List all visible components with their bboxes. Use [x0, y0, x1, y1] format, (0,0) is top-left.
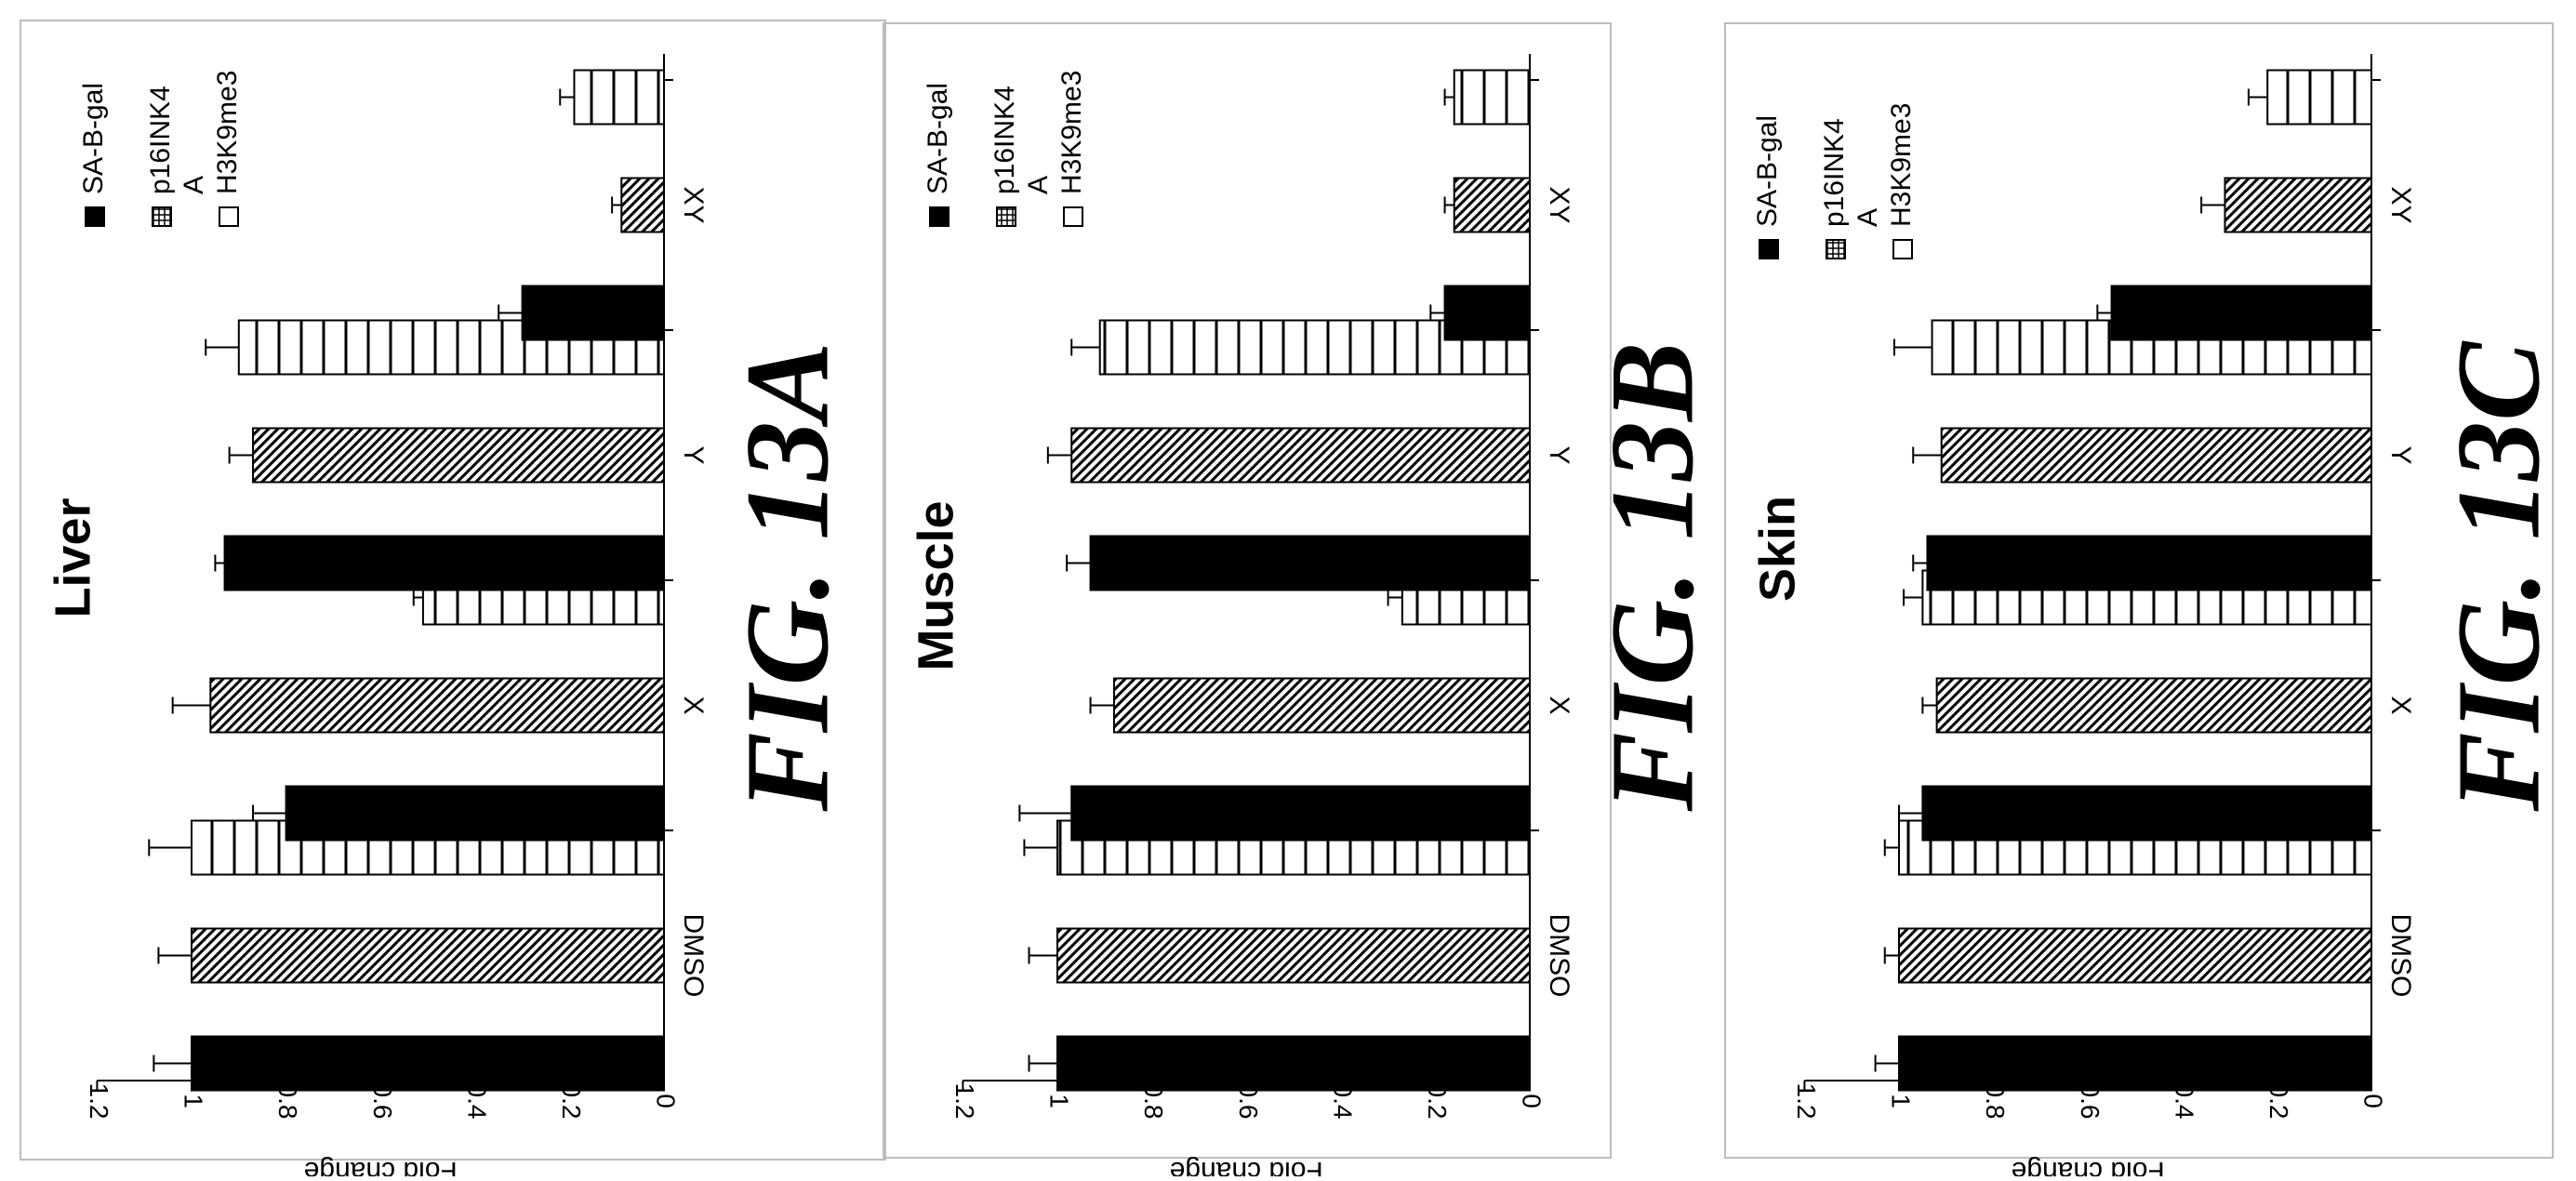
value-tick-label: 1.2: [1792, 1083, 1821, 1120]
value-tick-label: 1: [1887, 1094, 1916, 1108]
category-label: DMSO: [678, 914, 709, 998]
category-label: Y: [678, 445, 709, 464]
bar-sa-b-gal: [521, 285, 665, 341]
legend-label-continuation: A: [179, 176, 209, 194]
bar-h3k9me3: [2266, 69, 2372, 126]
bar-sa-b-gal: [1070, 785, 1531, 842]
y-axis-label: Fold change: [2012, 1156, 2165, 1176]
bar-p16ink4a: [2224, 177, 2373, 233]
bar-p16ink4a: [1898, 927, 2372, 984]
legend-label-continuation: A: [1852, 208, 1883, 227]
legend-swatch: [1826, 239, 1846, 259]
figure-label: FIG. 13C: [2432, 340, 2564, 813]
bar-p16ink4a: [1453, 177, 1531, 233]
bar-sa-b-gal: [1056, 1035, 1531, 1092]
category-label: XY: [1544, 186, 1574, 223]
bar-p16ink4a: [1940, 427, 2372, 484]
panel-title: Muscle: [908, 500, 963, 670]
legend-label-continuation: A: [1023, 176, 1054, 194]
bar-h3k9me3: [573, 69, 665, 126]
value-tick-label: 1: [1045, 1094, 1074, 1108]
legend-swatch: [1892, 239, 1913, 259]
legend-label: H3K9me3: [1886, 103, 1917, 227]
legend-swatch: [996, 206, 1016, 227]
legend-label: p16INK4: [145, 86, 176, 194]
bar-sa-b-gal: [285, 785, 665, 842]
legend-label: SA-B-gal: [923, 83, 953, 194]
bar-sa-b-gal: [1443, 285, 1532, 341]
category-label: X: [1544, 696, 1574, 714]
bar-h3k9me3: [1453, 69, 1531, 126]
bar-sa-b-gal: [1921, 785, 2372, 842]
value-tick-label: 1: [179, 1094, 208, 1108]
bar-p16ink4a: [620, 177, 666, 233]
figure-label: FIG. 13A: [721, 342, 853, 813]
legend-label: H3K9me3: [212, 71, 243, 194]
legend-label: SA-B-gal: [1752, 115, 1783, 227]
bar-sa-b-gal: [223, 535, 665, 591]
y-axis-label: Fold change: [1170, 1156, 1323, 1176]
bar-p16ink4a: [1070, 427, 1531, 484]
value-tick-label: 1.2: [85, 1083, 113, 1120]
category-label: XY: [678, 186, 709, 223]
legend-label: p16INK4: [989, 86, 1020, 194]
figure-label: FIG. 13B: [1586, 342, 1718, 813]
legend-label: p16INK4: [1819, 118, 1850, 227]
bar-p16ink4a: [209, 677, 665, 734]
panel-border: [883, 22, 1612, 1159]
bar-sa-b-gal: [1089, 535, 1532, 591]
bar-sa-b-gal: [2110, 285, 2373, 341]
category-label: DMSO: [1544, 914, 1574, 998]
legend-swatch: [1759, 239, 1779, 259]
legend-swatch: [929, 206, 949, 227]
panel-title: Liver: [45, 498, 100, 617]
legend-label: H3K9me3: [1056, 71, 1087, 194]
bar-p16ink4a: [1112, 677, 1531, 734]
category-label: XY: [2385, 186, 2416, 223]
panel-border: [20, 20, 886, 1161]
category-label: Y: [2385, 445, 2416, 464]
panel-title: Skin: [1749, 496, 1805, 602]
bar-p16ink4a: [252, 427, 665, 484]
category-label: X: [2385, 696, 2416, 714]
bar-sa-b-gal: [1926, 535, 2372, 591]
bar-p16ink4a: [191, 927, 665, 984]
legend-swatch: [1063, 206, 1083, 227]
value-tick-label: 1.2: [950, 1083, 979, 1120]
bar-p16ink4a: [1056, 927, 1531, 984]
bar-sa-b-gal: [1898, 1035, 2372, 1092]
category-label: X: [678, 696, 709, 714]
value-tick-label: 0: [1518, 1094, 1547, 1108]
legend-label: SA-B-gal: [78, 83, 109, 194]
value-tick-label: 0: [2359, 1094, 2388, 1108]
legend-swatch: [219, 206, 239, 227]
legend-swatch: [85, 206, 105, 227]
category-label: Y: [1544, 445, 1574, 464]
legend-swatch: [152, 206, 172, 227]
panel-border: [1724, 22, 2554, 1159]
bar-p16ink4a: [1935, 677, 2372, 734]
bar-sa-b-gal: [191, 1035, 665, 1092]
y-axis-label: Fold change: [304, 1156, 458, 1176]
value-tick-label: 0: [652, 1094, 681, 1108]
category-label: DMSO: [2385, 914, 2416, 998]
